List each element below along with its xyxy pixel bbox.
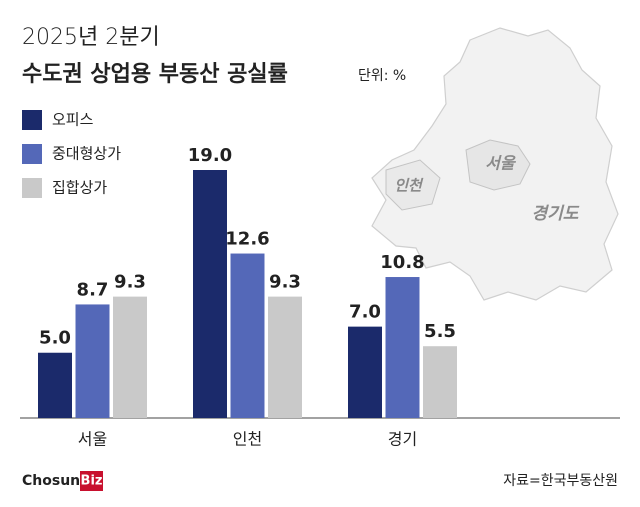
value-label: 10.8 bbox=[380, 252, 424, 273]
unit-label: 단위: % bbox=[358, 68, 406, 84]
value-label: 9.3 bbox=[269, 272, 301, 293]
bar bbox=[268, 296, 302, 418]
legend-label: 오피스 bbox=[52, 111, 94, 129]
legend-label: 집합상가 bbox=[52, 179, 107, 197]
x-tick-label: 서울 bbox=[78, 430, 107, 449]
value-label: 12.6 bbox=[225, 229, 269, 250]
map-incheon bbox=[385, 159, 441, 211]
logo-badge-box bbox=[80, 471, 103, 491]
bar bbox=[230, 253, 265, 418]
logo: Chosun bbox=[22, 473, 80, 489]
value-label: 5.0 bbox=[39, 328, 71, 349]
bar bbox=[113, 296, 147, 418]
map-label: 인천 bbox=[394, 177, 424, 195]
legend-swatch bbox=[22, 144, 42, 164]
bar bbox=[423, 346, 457, 418]
value-label: 5.5 bbox=[424, 321, 456, 342]
map-seoul bbox=[465, 139, 531, 191]
value-label: 19.0 bbox=[188, 145, 232, 166]
bar bbox=[75, 304, 110, 418]
bar bbox=[38, 352, 72, 418]
logo-badge: Biz bbox=[81, 474, 103, 489]
legend-swatch bbox=[22, 110, 42, 130]
chart-subtitle: 수도권 상업용 부동산 공실률 bbox=[22, 62, 288, 87]
value-label: 8.7 bbox=[77, 279, 109, 300]
bar bbox=[385, 277, 420, 418]
legend-swatch bbox=[22, 178, 42, 198]
chart-title: 2025년 2분기 bbox=[22, 25, 160, 50]
map-label: 경기도 bbox=[532, 204, 580, 224]
value-label: 9.3 bbox=[114, 272, 146, 293]
value-label: 7.0 bbox=[349, 302, 381, 323]
bar bbox=[193, 170, 227, 418]
legend-label: 중대형상가 bbox=[52, 145, 121, 163]
map-label: 서울 bbox=[485, 154, 517, 173]
x-tick-label: 경기 bbox=[388, 430, 417, 449]
x-tick-label: 인천 bbox=[233, 430, 262, 449]
bar bbox=[348, 326, 382, 418]
source: 자료=한국부동산원 bbox=[503, 473, 618, 489]
